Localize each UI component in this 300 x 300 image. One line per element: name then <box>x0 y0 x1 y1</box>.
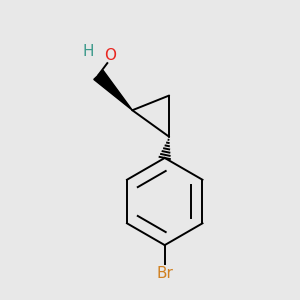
Text: H: H <box>82 44 94 59</box>
Text: O: O <box>104 48 116 63</box>
Text: Br: Br <box>156 266 173 280</box>
Polygon shape <box>94 70 132 110</box>
